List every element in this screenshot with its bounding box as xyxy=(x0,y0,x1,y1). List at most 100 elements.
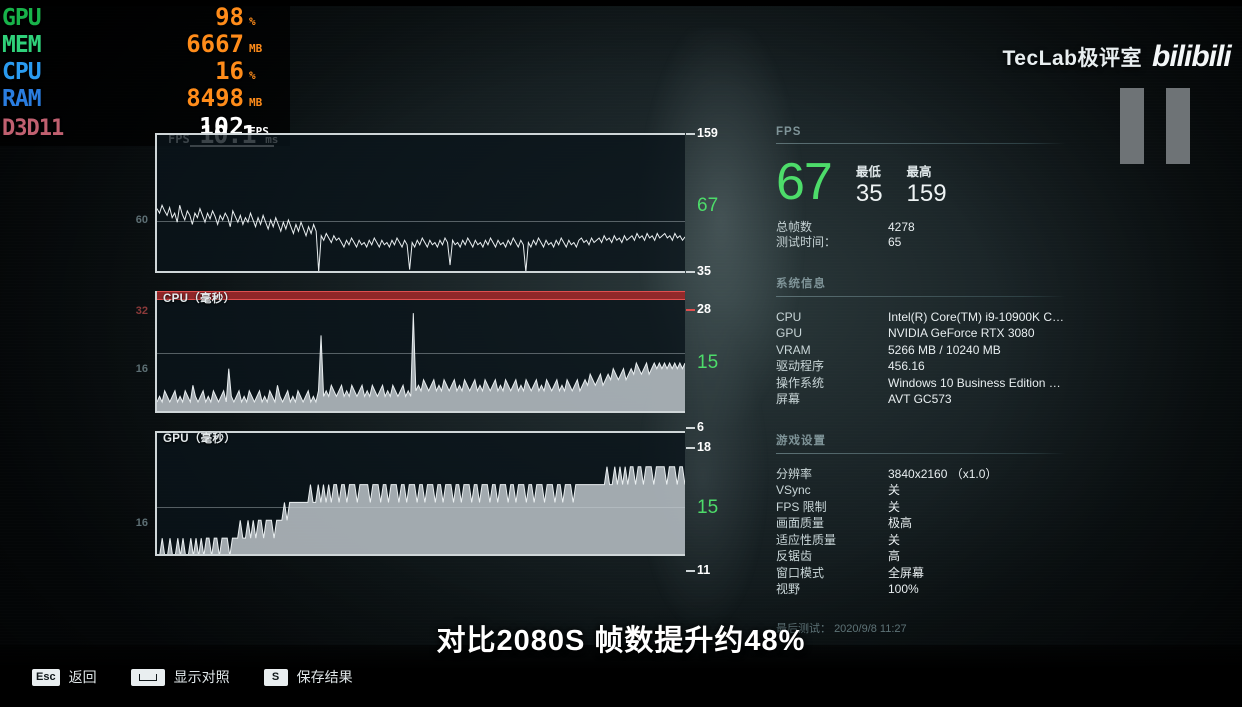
game-key-adaptive-quality: 适应性质量 xyxy=(776,532,837,547)
game-section-header: 游戏设置 xyxy=(776,432,1066,458)
game-row-resolution: 分辨率 3840x2160 （x1.0） xyxy=(776,466,1066,483)
system-row-os: 操作系统 Windows 10 Business Edition 64-bit … xyxy=(776,375,1066,392)
pause-icon xyxy=(1120,88,1190,164)
chart-gpu-max: 18 xyxy=(697,440,711,454)
total-frames-value: 4278 xyxy=(888,219,915,234)
channel-watermark: TecLab极评室 bilibili xyxy=(1003,40,1236,74)
chart-fps-max: 159 xyxy=(697,126,718,140)
fps-min-value: 35 xyxy=(855,179,883,207)
chart-gpu-axis-bottom xyxy=(157,554,685,556)
chart-fps-tick-max xyxy=(686,133,695,135)
system-key-gpu: GPU xyxy=(776,326,803,341)
chart-fps-current: 67 xyxy=(697,195,719,216)
last-test-row: 最后测试： 2020/9/8 11:27 xyxy=(776,620,1066,636)
osd-label-cpu: CPU xyxy=(2,59,42,85)
total-frames-label: 总帧数 xyxy=(776,219,813,234)
system-row-display: 屏幕 AVT GC573 xyxy=(776,391,1066,408)
chart-gpu-tick-min xyxy=(686,570,695,572)
fps-summary: 67 最低 35 最高 159 xyxy=(776,153,1066,211)
chart-gpu-current: 15 xyxy=(697,497,719,518)
osd-value-mem: 6667 xyxy=(186,30,244,58)
osd-label-mem: MEM xyxy=(2,32,42,58)
s-key-icon: S xyxy=(263,668,288,686)
game-key-fps-limit: FPS 限制 xyxy=(776,499,827,514)
system-value-gpu: NVIDIA GeForce RTX 3080 xyxy=(888,326,1035,341)
chart-gpu-min: 11 xyxy=(697,563,711,577)
chart-fps-plot xyxy=(155,133,685,273)
results-panel: FPS 67 最低 35 最高 159 总帧数 4278 测试时间： 65 系统… xyxy=(776,126,1066,636)
chart-gpu-plot xyxy=(155,431,685,556)
chart-cpu-waveform xyxy=(157,291,685,413)
game-key-antialiasing: 反锯齿 xyxy=(776,549,813,564)
game-row-antialiasing: 反锯齿 高 xyxy=(776,548,1066,565)
fps-min-block: 最低 35 xyxy=(856,161,883,206)
game-settings-list: 分辨率 3840x2160 （x1.0） VSync 关 FPS 限制 关 画面… xyxy=(776,466,1066,598)
system-row-cpu: CPU Intel(R) Core(TM) i9-10900K CPU @ 3.… xyxy=(776,309,1066,326)
system-value-driver: 456.16 xyxy=(888,359,925,374)
system-section-header: 系统信息 xyxy=(776,275,1066,301)
chart-cpu-title: CPU（毫秒） xyxy=(163,293,236,305)
system-section-divider xyxy=(776,295,1066,297)
fps-max-block: 最高 159 xyxy=(907,161,947,206)
hotkey-back[interactable]: Esc 返回 xyxy=(32,667,97,687)
hotkey-compare-label: 显示对照 xyxy=(173,669,230,685)
osd-unit-mem: MB xyxy=(249,42,263,55)
osd-value-ram: 8498 xyxy=(186,84,244,112)
game-value-resolution: 3840x2160 （x1.0） xyxy=(888,466,998,481)
system-row-driver: 驱动程序 456.16 xyxy=(776,358,1066,375)
system-key-cpu: CPU xyxy=(776,309,802,324)
game-row-window-mode: 窗口模式 全屏幕 xyxy=(776,565,1066,582)
chart-cpu-plot xyxy=(155,291,685,413)
chart-gpu-title: GPU（毫秒） xyxy=(163,433,237,445)
frames-stats: 总帧数 4278 测试时间： 65 xyxy=(776,220,1066,251)
system-row-gpu: GPU NVIDIA GeForce RTX 3080 xyxy=(776,325,1066,342)
pause-bar-right xyxy=(1166,88,1190,164)
chart-cpu-max: 28 xyxy=(697,302,711,316)
osd-label-ram: RAM xyxy=(2,86,42,112)
chart-cpu: CPU（毫秒） 32 16 28 15 6 xyxy=(136,291,718,434)
game-value-vsync: 关 xyxy=(888,483,901,498)
system-key-driver: 驱动程序 xyxy=(776,359,825,374)
chart-fps-axis-top xyxy=(157,133,685,135)
osd-value-cpu: 16 xyxy=(215,57,244,85)
game-key-vsync: VSync xyxy=(776,483,811,498)
game-key-quality: 画面质量 xyxy=(776,516,825,531)
fps-section-divider xyxy=(776,143,1066,144)
fps-average-value: 67 xyxy=(776,153,833,211)
chart-cpu-tick-max xyxy=(686,309,695,311)
game-value-adaptive-quality: 关 xyxy=(888,532,901,547)
video-subtitle: 对比2080S 帧数提升约48% xyxy=(436,625,806,657)
fps-min-label: 最低 xyxy=(855,164,881,179)
osd-unit-gpu: % xyxy=(249,15,256,28)
chart-fps-axis-bottom xyxy=(157,271,685,273)
last-test-value: 2020/9/8 11:27 xyxy=(834,622,907,635)
hotkey-compare[interactable]: 显示对照 xyxy=(130,667,230,687)
system-value-vram: 5266 MB / 10240 MB xyxy=(888,342,1001,357)
hotkey-bar: Esc 返回 显示对照 S 保存结果 xyxy=(32,667,353,687)
system-value-os: Windows 10 Business Edition 64-bit (10..… xyxy=(888,375,1066,390)
game-key-fov: 视野 xyxy=(776,582,801,597)
system-section-title: 系统信息 xyxy=(776,277,826,290)
system-row-vram: VRAM 5266 MB / 10240 MB xyxy=(776,342,1066,359)
chart-fps-tick-min xyxy=(686,271,695,273)
system-info-list: CPU Intel(R) Core(TM) i9-10900K CPU @ 3.… xyxy=(776,309,1066,408)
chart-cpu-threshold-band xyxy=(157,291,685,300)
hotkey-save[interactable]: S 保存结果 xyxy=(263,667,353,687)
chart-cpu-tick-min xyxy=(686,427,695,429)
osd-unit-cpu: % xyxy=(249,69,256,82)
hotkey-back-label: 返回 xyxy=(68,669,97,685)
system-key-display: 屏幕 xyxy=(776,392,801,407)
chart-fps-waveform xyxy=(157,133,685,273)
chart-cpu-current: 15 xyxy=(697,352,719,373)
osd-label-api: D3D11 xyxy=(2,116,64,141)
chart-cpu-left-label-16: 16 xyxy=(135,363,148,375)
fps-max-label: 最高 xyxy=(906,164,932,179)
game-key-resolution: 分辨率 xyxy=(776,466,813,481)
chart-gpu-waveform xyxy=(157,431,685,556)
chart-fps-min: 35 xyxy=(697,264,711,278)
osd-row-cpu: CPU 16 % xyxy=(2,57,286,86)
space-key-icon xyxy=(130,668,165,686)
game-section-title: 游戏设置 xyxy=(776,434,826,447)
chart-fps-left-label-60: 60 xyxy=(135,214,148,226)
benchmark-charts: 60 159 67 35 CPU（毫秒） 32 16 28 15 6 GPU（毫… xyxy=(136,126,718,577)
